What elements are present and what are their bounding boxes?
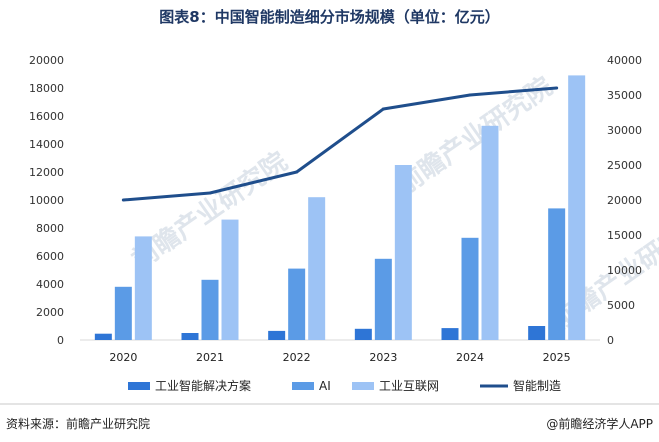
bar-1 [354, 328, 372, 340]
legend-label: 工业互联网 [379, 379, 439, 393]
y-right-tick-label: 15000 [607, 229, 642, 242]
brand-label: @前瞻经济学人APP [546, 416, 653, 431]
line-point [208, 191, 212, 195]
y-left-tick-label: 6000 [36, 250, 64, 263]
bar-1 [94, 333, 112, 340]
legend-swatch [128, 382, 150, 390]
y-left-tick-label: 4000 [36, 278, 64, 291]
x-tick-label: 2023 [369, 351, 397, 364]
bar-1 [528, 326, 546, 340]
bar-2 [114, 286, 132, 340]
y-right-tick-label: 20000 [607, 194, 642, 207]
y-right-tick-label: 40000 [607, 54, 642, 67]
y-right-tick-label: 25000 [607, 159, 642, 172]
y-right-tick-label: 30000 [607, 124, 642, 137]
source-note: 资料来源：前瞻产业研究院 [6, 416, 150, 431]
y-right-tick-label: 0 [607, 334, 614, 347]
bars-group [94, 75, 586, 341]
bar-2 [288, 268, 306, 340]
bar-1 [441, 328, 459, 340]
y-left-tick-label: 14000 [29, 138, 64, 151]
legend-label: 智能制造 [513, 378, 561, 393]
chart-title: 图表8：中国智能制造细分市场规模（单位：亿元） [159, 8, 499, 26]
y-left-tick-label: 2000 [36, 306, 64, 319]
line-series-group [121, 86, 559, 202]
bar-2 [461, 237, 479, 340]
y-left-tick-label: 20000 [29, 54, 64, 67]
y-axis-left: 0 2000 4000 6000 8000 10000 12000 14000 16000 180… [29, 54, 64, 347]
line-point [555, 86, 559, 90]
x-tick-label: 2020 [109, 351, 137, 364]
line-smart-manufacturing [123, 86, 557, 202]
y-axis-right: 0 5000 10000 15000 20000 25000 30000 35000 40000 [607, 54, 642, 347]
legend-swatch [352, 382, 374, 390]
y-left-tick-label: 18000 [29, 82, 64, 95]
bar-2 [374, 258, 392, 340]
bar-3 [481, 125, 499, 340]
bar-1 [181, 333, 199, 340]
y-right-tick-label: 5000 [607, 299, 635, 312]
y-left-tick-label: 0 [57, 334, 64, 347]
bar-3 [308, 197, 326, 340]
line-point [295, 170, 299, 174]
y-right-tick-label: 10000 [607, 264, 642, 277]
x-tick-label: 2025 [543, 351, 571, 364]
y-right-tick-label: 35000 [607, 89, 642, 102]
line-point [121, 198, 125, 202]
legend: 工业智能解决方案 AI 工业互联网 智能制造 [128, 378, 561, 393]
legend-swatch [292, 382, 314, 390]
x-tick-label: 2021 [196, 351, 224, 364]
y-left-tick-label: 16000 [29, 110, 64, 123]
line-point [381, 107, 385, 111]
y-left-tick-label: 12000 [29, 166, 64, 179]
bar-1 [268, 330, 286, 340]
x-axis: 2020 2021 2022 2023 2024 2025 [109, 351, 570, 364]
legend-label: 工业智能解决方案 [155, 378, 251, 393]
bar-3 [134, 236, 152, 340]
y-left-tick-label: 10000 [29, 194, 64, 207]
line-point [468, 93, 472, 97]
bar-3 [221, 219, 239, 340]
y-left-tick-label: 8000 [36, 222, 64, 235]
bar-3 [568, 75, 586, 341]
x-tick-label: 2022 [283, 351, 311, 364]
bar-3 [394, 165, 412, 340]
bar-2 [548, 208, 566, 340]
x-tick-label: 2024 [456, 351, 484, 364]
bar-2 [201, 279, 219, 340]
legend-label: AI [319, 379, 331, 393]
